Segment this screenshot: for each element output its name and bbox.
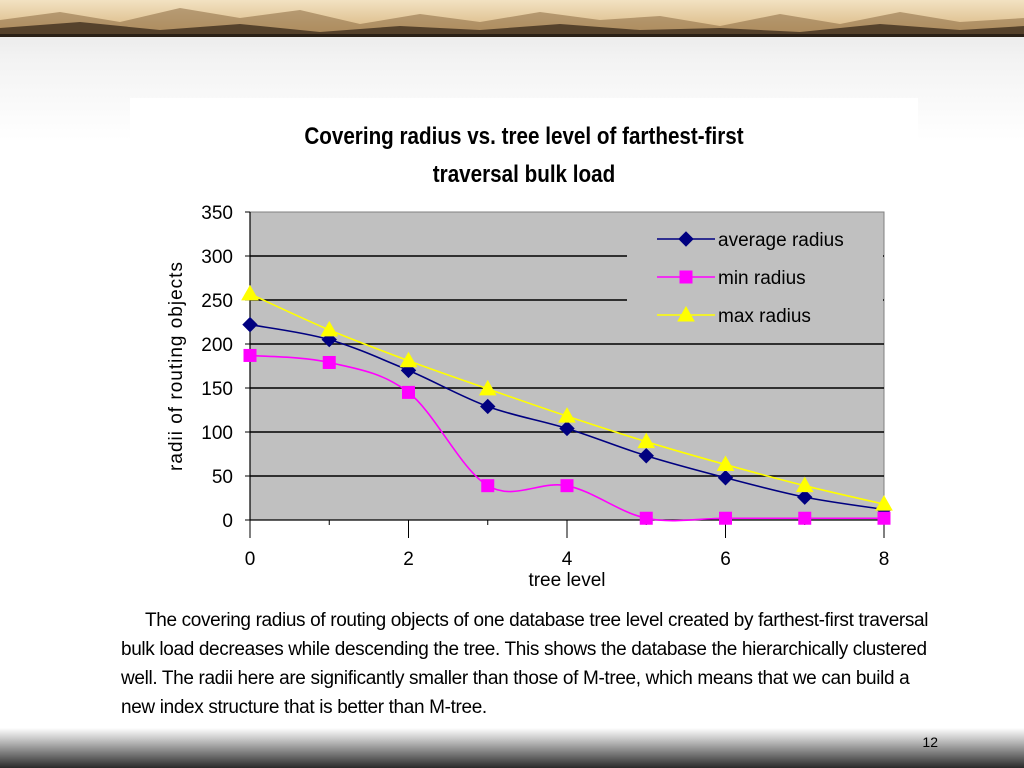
point-max-radius-4 — [558, 407, 576, 423]
legend-marker-min-radius — [679, 270, 693, 284]
point-average-radius-5 — [638, 448, 654, 464]
point-min-radius-5 — [639, 511, 653, 525]
point-max-radius-6 — [716, 455, 735, 472]
point-max-radius-7 — [795, 476, 814, 493]
y-tick-label-100: 100 — [201, 423, 233, 444]
bottom-bar-decoration — [0, 728, 1024, 768]
y-tick-label-150: 150 — [201, 379, 233, 400]
point-min-radius-1 — [322, 355, 336, 369]
page-number: 12 — [922, 734, 938, 750]
point-average-radius-0 — [242, 316, 258, 333]
top-banner-decoration — [0, 0, 1024, 37]
y-tick-label-200: 200 — [201, 335, 233, 356]
point-max-radius-3 — [478, 379, 497, 396]
chart-title-line-2: traversal bulk load — [432, 161, 616, 188]
series-line-min-radius — [249, 354, 884, 522]
point-max-radius-1 — [320, 320, 339, 337]
series-min-radius — [243, 348, 891, 525]
point-min-radius-3 — [481, 479, 495, 493]
point-average-radius-3 — [480, 398, 496, 415]
y-tick-label-0: 0 — [222, 511, 233, 532]
legend-label-min-radius: min radius — [718, 268, 806, 289]
series-max-radius — [241, 284, 893, 511]
point-max-radius-5 — [637, 432, 656, 449]
point-min-radius-7 — [798, 511, 812, 525]
point-average-radius-7 — [797, 489, 813, 505]
legend-box — [627, 223, 883, 339]
y-tick-label-50: 50 — [212, 467, 233, 488]
chart-title: Covering radius vs. tree level of farthe… — [73, 118, 974, 194]
chart-title-line-1: Covering radius vs. tree level of farthe… — [304, 123, 744, 150]
x-axis-title: tree level — [528, 570, 605, 591]
legend-label-max-radius: max radius — [718, 306, 811, 327]
point-min-radius-6 — [719, 511, 732, 525]
point-min-radius-8 — [877, 511, 891, 525]
legend-marker-average-radius — [678, 231, 694, 247]
legend-label-average-radius: average radius — [718, 230, 844, 251]
point-min-radius-0 — [243, 348, 257, 362]
x-tick-label-0: 0 — [245, 549, 256, 570]
point-average-radius-4 — [559, 420, 575, 437]
point-max-radius-8 — [875, 495, 893, 511]
y-tick-label-300: 300 — [201, 247, 233, 268]
point-min-radius-4 — [560, 479, 574, 493]
line-chart: 0 50 100 150 200 250 300 350 0 2 4 6 8 tree level radi… — [166, 203, 893, 591]
x-tick-label-2: 2 — [403, 549, 414, 570]
y-tick-label-250: 250 — [201, 291, 233, 312]
point-min-radius-2 — [402, 385, 415, 399]
point-max-radius-0 — [241, 284, 259, 301]
x-tick-label-4: 4 — [562, 549, 573, 570]
x-tick-label-8: 8 — [879, 549, 890, 570]
point-average-radius-6 — [717, 470, 734, 486]
y-tick-label-350: 350 — [201, 203, 233, 224]
slide-caption: The covering radius of routing objects o… — [121, 610, 929, 718]
legend-marker-max-radius — [677, 305, 695, 322]
x-tick-label-6: 6 — [720, 549, 731, 570]
point-max-radius-2 — [399, 351, 418, 368]
y-axis-title: radii of routing objects — [166, 261, 187, 471]
